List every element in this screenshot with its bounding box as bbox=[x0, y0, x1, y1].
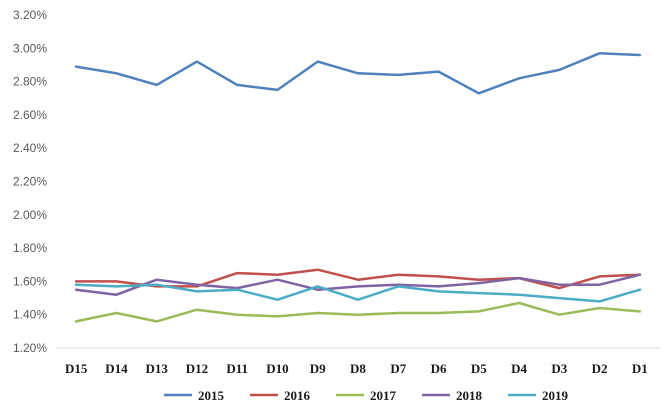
x-tick-label: D2 bbox=[592, 361, 608, 376]
x-tick-label: D8 bbox=[350, 361, 366, 376]
x-tick-label: D12 bbox=[186, 361, 208, 376]
y-axis: 1.20% 1.40% 1.60% 1.80% 2.00% 2.20% 2.40% 2.60%… bbox=[13, 8, 47, 355]
x-tick-label: D3 bbox=[551, 361, 567, 376]
y-tick-label: 2.20% bbox=[13, 175, 47, 189]
y-tick-label: 2.60% bbox=[13, 108, 47, 122]
series-line-2018 bbox=[74, 273, 642, 296]
series-line-2017 bbox=[74, 301, 642, 323]
x-tick-label: D5 bbox=[471, 361, 487, 376]
y-tick-label: 1.20% bbox=[13, 341, 47, 355]
x-tick-label: D9 bbox=[310, 361, 326, 376]
x-axis: D15 D14 D13 D12 D11 D10 D9 D8 D7 D6 D5 D4 D3 D2 D1 bbox=[56, 347, 660, 376]
y-tick-label: 2.40% bbox=[13, 141, 47, 155]
legend: 2015 2016 2017 2018 2019 bbox=[164, 388, 569, 403]
y-tick-label: 3.00% bbox=[13, 41, 47, 55]
series-line-2015 bbox=[74, 52, 642, 95]
series-line-2019 bbox=[74, 283, 642, 303]
y-tick-label: 2.80% bbox=[13, 75, 47, 89]
x-tick-label: D1 bbox=[632, 361, 648, 376]
legend-label-2018: 2018 bbox=[456, 388, 483, 403]
y-tick-label: 2.00% bbox=[13, 208, 47, 222]
x-tick-label: D15 bbox=[65, 361, 88, 376]
legend-label-2016: 2016 bbox=[284, 388, 311, 403]
x-tick-label: D14 bbox=[105, 361, 128, 376]
y-tick-label: 1.40% bbox=[13, 308, 47, 322]
x-tick-label: D13 bbox=[145, 361, 168, 376]
x-tick-label: D10 bbox=[266, 361, 288, 376]
y-tick-label: 1.60% bbox=[13, 274, 47, 288]
x-tick-label: D6 bbox=[431, 361, 447, 376]
legend-label-2015: 2015 bbox=[198, 388, 225, 403]
series-lines bbox=[74, 52, 642, 323]
legend-label-2019: 2019 bbox=[542, 388, 569, 403]
y-tick-label: 1.80% bbox=[13, 241, 47, 255]
x-tick-label: D4 bbox=[511, 361, 527, 376]
y-tick-label: 3.20% bbox=[13, 8, 47, 22]
x-tick-label: D11 bbox=[226, 361, 248, 376]
legend-label-2017: 2017 bbox=[370, 388, 397, 403]
x-tick-label: D7 bbox=[390, 361, 406, 376]
